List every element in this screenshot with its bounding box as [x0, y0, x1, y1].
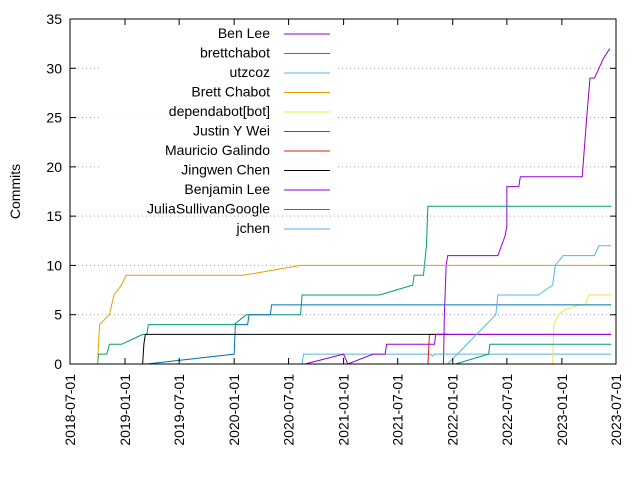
- legend-label: Justin Y Wei: [193, 123, 270, 139]
- x-tick-label: 2023-01-01: [554, 374, 570, 446]
- y-axis: 0 5 10 15 20 25 30 35: [46, 11, 616, 372]
- legend-label: Brett Chabot: [191, 84, 270, 100]
- x-axis: 2018-07-01 2019-01-01 2019-07-01 2020-01-01…: [62, 19, 624, 446]
- legend-background: [100, 23, 335, 40]
- legend-label: Mauricio Galindo: [165, 142, 270, 158]
- legend-background: [100, 159, 335, 177]
- series-line: [301, 353, 612, 365]
- legend-background: [100, 81, 335, 99]
- legend-label: Jingwen Chen: [181, 162, 270, 178]
- series-line: [142, 333, 448, 365]
- x-tick-label: 2019-01-01: [117, 374, 133, 446]
- legend-label: Ben Lee: [218, 25, 270, 41]
- legend: Ben Lee brettchabot utzcoz Brett Chabot depe…: [100, 23, 335, 236]
- legend-background: [100, 101, 335, 118]
- legend-label: brettchabot: [200, 45, 270, 61]
- series-line: [552, 294, 612, 365]
- legend-label: jchen: [236, 220, 270, 236]
- series-line: [427, 333, 612, 365]
- legend-background: [100, 218, 335, 235]
- series-line: [97, 264, 612, 365]
- legend-label: Benjamin Lee: [184, 181, 270, 197]
- y-axis-label: Commits: [7, 164, 23, 219]
- series-line: [304, 333, 612, 365]
- x-tick-label: 2018-07-01: [62, 374, 78, 446]
- y-tick-label: 5: [54, 307, 62, 323]
- y-tick-label: 35: [46, 11, 62, 27]
- y-tick-label: 10: [46, 257, 62, 273]
- series-lines: [97, 48, 612, 365]
- legend-background: [100, 42, 335, 60]
- y-tick-label: 20: [46, 159, 62, 175]
- x-tick-label: 2021-07-01: [390, 374, 406, 446]
- x-tick-label: 2020-07-01: [281, 374, 297, 446]
- series-line: [442, 48, 611, 365]
- x-tick-label: 2022-01-01: [445, 374, 461, 446]
- legend-background: [100, 179, 335, 196]
- y-tick-label: 30: [46, 60, 62, 76]
- legend-label: utzcoz: [230, 64, 270, 80]
- y-tick-label: 15: [46, 208, 62, 224]
- x-tick-label: 2020-01-01: [226, 374, 242, 446]
- plot-border: [69, 18, 617, 365]
- legend-background: [100, 140, 335, 157]
- legend-label: dependabot[bot]: [169, 103, 270, 119]
- y-tick-label: 0: [54, 356, 62, 372]
- series-line: [455, 343, 612, 365]
- legend-background: [100, 120, 335, 138]
- y-tick-label: 25: [46, 110, 62, 126]
- legend-label: JuliaSullivanGoogle: [147, 201, 270, 217]
- x-tick-label: 2021-01-01: [336, 374, 352, 446]
- x-tick-label: 2023-07-01: [608, 374, 624, 446]
- legend-background: [100, 62, 335, 79]
- x-tick-label: 2022-07-01: [499, 374, 515, 446]
- x-tick-label: 2019-07-01: [171, 374, 187, 446]
- series-line: [97, 205, 612, 365]
- series-line: [447, 245, 612, 365]
- legend-background: [100, 198, 335, 216]
- series-line: [146, 304, 612, 365]
